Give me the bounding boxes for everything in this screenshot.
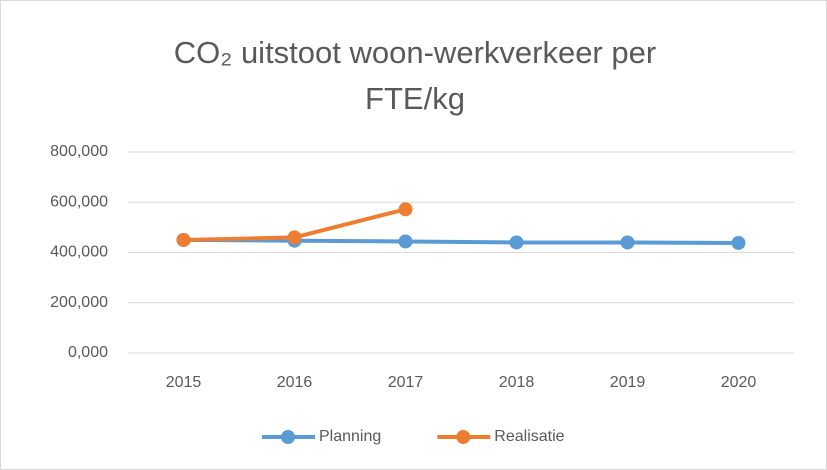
- legend-marker: [281, 430, 295, 444]
- point: [287, 230, 302, 245]
- y-tick-label: 800,000: [50, 143, 108, 160]
- legend-label: Planning: [319, 428, 381, 445]
- x-tick-label: 2018: [499, 374, 535, 391]
- point: [398, 202, 413, 217]
- point: [620, 235, 635, 250]
- y-tick-label: 0,000: [68, 344, 108, 361]
- point: [509, 235, 524, 250]
- chart-title: CO₂ uitstoot woon-werkverkeer per FTE/kg: [173, 35, 657, 116]
- legend-label: Realisatie: [494, 428, 564, 445]
- x-tick-label: 2016: [277, 374, 313, 391]
- x-tick-label: 2020: [721, 374, 757, 391]
- y-tick-label: 200,000: [50, 294, 108, 311]
- legend-marker: [456, 430, 471, 444]
- x-tick-label: 2017: [388, 374, 424, 391]
- point: [176, 232, 191, 247]
- point: [398, 234, 413, 249]
- x-tick-label: 2019: [610, 374, 646, 391]
- x-tick-label: 2015: [166, 374, 202, 391]
- series-line: [183, 237, 739, 245]
- y-tick-label: 400,000: [50, 244, 108, 261]
- y-tick-label: 600,000: [50, 193, 108, 210]
- point: [731, 235, 746, 250]
